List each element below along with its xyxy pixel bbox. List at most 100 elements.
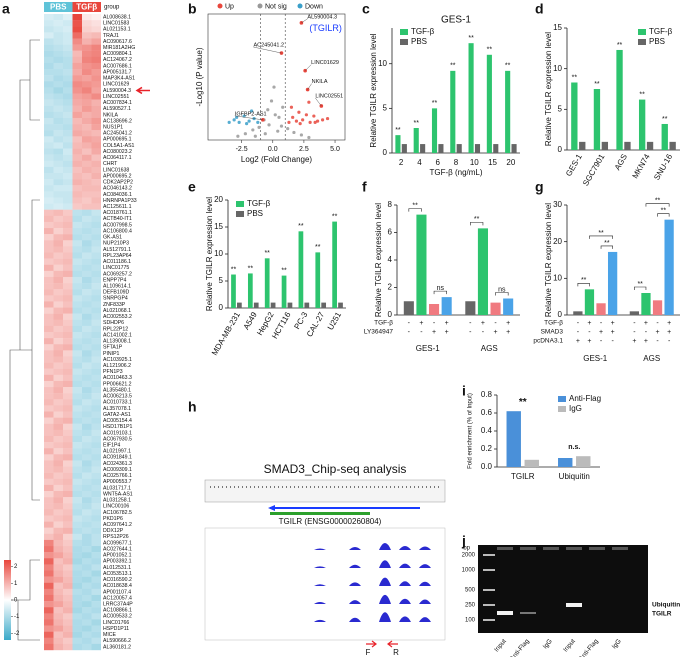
heat-cell — [91, 117, 101, 125]
heat-cell — [72, 423, 82, 431]
heat-cell — [72, 246, 82, 253]
point-label: AL590004.3 — [307, 14, 337, 20]
gene-label: AC106800.4 — [103, 228, 132, 234]
gene-label: AC018638.4 — [103, 583, 132, 589]
heat-cell — [91, 527, 101, 535]
heat-cell — [63, 283, 73, 290]
heat-cell — [91, 332, 101, 339]
point — [320, 118, 325, 122]
heat-cell — [63, 576, 73, 583]
heat-cell — [91, 166, 101, 174]
heat-cell — [72, 124, 82, 131]
gene-label: AL360181.2 — [103, 644, 131, 650]
significance: ns — [498, 286, 506, 293]
heat-cell — [72, 197, 82, 204]
heat-cell — [72, 325, 82, 333]
gene-label: AC024361.3 — [103, 461, 132, 467]
panel-label: c — [362, 1, 370, 17]
heat-cell — [63, 533, 73, 541]
heat-cell — [72, 350, 82, 357]
heat-cell — [91, 613, 101, 620]
gel-unit: bp — [463, 546, 470, 552]
heat-cell — [63, 417, 73, 424]
heat-cell — [72, 32, 82, 39]
heat-cell — [63, 350, 73, 357]
bar — [474, 144, 481, 153]
heat-cell — [53, 423, 63, 431]
heat-cell — [44, 258, 54, 265]
heat-cell — [82, 234, 92, 241]
heat-cell — [63, 142, 73, 149]
heat-cell — [91, 283, 101, 290]
heat-cell — [82, 619, 92, 626]
heat-cell — [63, 166, 73, 174]
y-tick-label: 0.8 — [481, 390, 493, 399]
heat-cell — [44, 417, 54, 424]
heat-cell — [53, 607, 63, 614]
heat-cell — [82, 38, 92, 45]
heat-cell — [72, 75, 82, 82]
heat-cell — [53, 448, 63, 455]
gene-label: AL512791.1 — [103, 247, 131, 253]
bar — [332, 221, 337, 308]
point — [313, 120, 317, 124]
heat-cell — [72, 478, 82, 486]
heat-cell — [53, 148, 63, 155]
heat-cell — [63, 154, 73, 161]
bar — [646, 141, 654, 150]
point — [227, 120, 231, 124]
heat-cell — [44, 411, 54, 418]
heat-cell — [72, 221, 82, 229]
significance: ** — [332, 213, 338, 220]
heat-cell — [82, 197, 92, 204]
point — [235, 115, 239, 119]
x-tick-label: 15 — [488, 158, 497, 167]
heat-cell — [91, 32, 101, 39]
bar — [413, 128, 419, 153]
panel-label: f — [362, 179, 367, 195]
heat-cell — [82, 588, 92, 596]
heat-cell — [72, 117, 82, 125]
gene-label: AC124067.2 — [103, 57, 132, 63]
treatment-sign: - — [656, 338, 659, 345]
heat-cell — [63, 258, 73, 265]
heat-cell — [53, 191, 63, 198]
heat-cell — [63, 136, 73, 143]
heat-cell — [72, 14, 82, 21]
heat-cell — [44, 478, 54, 486]
heat-cell — [53, 44, 63, 51]
bar — [576, 456, 591, 467]
heat-cell — [63, 356, 73, 363]
leader — [305, 64, 312, 71]
primer-arrow — [366, 640, 377, 648]
leader — [307, 83, 312, 90]
bar — [579, 141, 586, 150]
gene-label: LINC01775 — [103, 265, 129, 271]
heat-cell — [72, 454, 82, 461]
x-tick-label: SGC7901 — [581, 152, 607, 187]
heat-cell — [63, 50, 73, 58]
heat-cell — [53, 613, 63, 620]
lane-label: Input — [562, 638, 577, 654]
heat-cell — [53, 50, 63, 58]
heat-cell — [63, 295, 73, 302]
colorbar-label: -1 — [14, 614, 20, 620]
heat-cell — [44, 601, 54, 608]
heat-cell — [82, 44, 92, 51]
heat-cell — [63, 105, 73, 113]
heat-cell — [53, 344, 63, 351]
heat-cell — [63, 313, 73, 320]
x-tick-label: AGS — [481, 344, 498, 353]
heat-cell — [91, 154, 101, 161]
y-tick-label: 2 — [388, 283, 393, 292]
heat-cell — [53, 228, 63, 235]
heat-cell — [63, 69, 73, 76]
heat-cell — [72, 148, 82, 155]
point — [251, 128, 255, 132]
x-tick-label: 2.5 — [299, 146, 309, 153]
heat-cell — [72, 105, 82, 113]
gene-label: SFTA1P — [103, 345, 123, 351]
significance: ** — [414, 120, 420, 127]
heat-cell — [72, 546, 82, 553]
gene-label: PP006621.2 — [103, 381, 132, 387]
